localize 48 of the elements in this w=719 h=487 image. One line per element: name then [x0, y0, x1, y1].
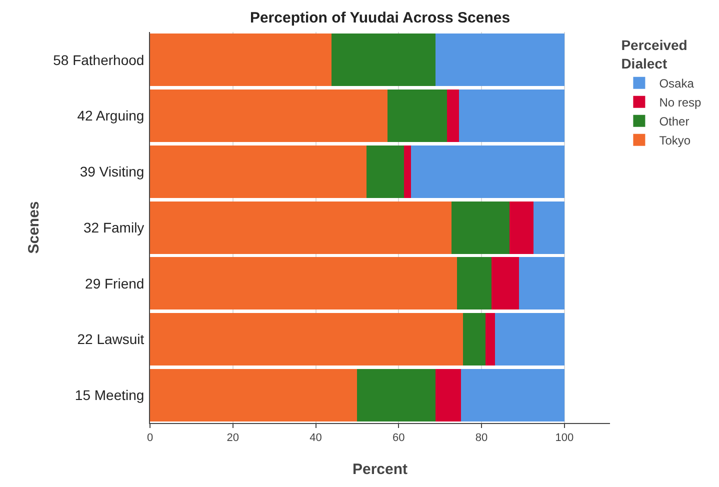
bar [357, 368, 436, 422]
x-tick-label: 60 [392, 432, 405, 444]
y-tick-label: 58 Fatherhood [53, 52, 144, 68]
bar [491, 257, 520, 310]
bar [462, 312, 486, 366]
bar [436, 368, 461, 422]
bar [452, 201, 510, 254]
bar [519, 257, 564, 310]
y-tick-label: 15 Meeting [74, 386, 144, 403]
bar [485, 312, 496, 366]
y-axis-title: Scenes [25, 201, 42, 254]
bar [411, 145, 564, 198]
bar [436, 34, 564, 86]
bar [447, 90, 460, 142]
chart-title: Perception of Yuudai Across Scenes [250, 10, 510, 27]
x-tick-label: 100 [555, 432, 574, 444]
y-tick-label: 29 Friend [85, 275, 144, 292]
legend-label: Osaka [659, 76, 694, 91]
bar [150, 201, 452, 254]
bar [495, 312, 564, 366]
x-tick-label: 0 [146, 432, 154, 444]
bar [150, 34, 332, 86]
legend-title: Perceived Dialect [621, 37, 688, 72]
y-tick-label: 42 Arguing [77, 108, 144, 124]
bar [150, 257, 458, 310]
y-tick-label: 39 Visiting [80, 164, 144, 180]
bar [459, 90, 564, 142]
bar [460, 368, 564, 422]
bar [150, 90, 388, 142]
bar [457, 257, 492, 310]
legend-label: No resp [659, 96, 702, 110]
bar [387, 90, 448, 142]
bar [150, 312, 463, 366]
x-axis-title: Percent [352, 461, 408, 478]
x-tick-label: 20 [226, 432, 240, 444]
y-tick-label: 22 Lawsuit [77, 331, 144, 348]
bar [510, 201, 534, 254]
bar [533, 201, 564, 254]
legend-label: Other [659, 114, 690, 129]
bar [332, 34, 436, 86]
y-tick-label: 32 Family [84, 219, 144, 236]
legend-label: Tokyo [659, 134, 691, 148]
bar [404, 145, 412, 198]
bar [366, 145, 404, 198]
x-tick-label: 80 [475, 432, 488, 444]
bar [150, 368, 358, 422]
x-tick-label: 40 [310, 432, 322, 444]
bar [150, 145, 366, 198]
